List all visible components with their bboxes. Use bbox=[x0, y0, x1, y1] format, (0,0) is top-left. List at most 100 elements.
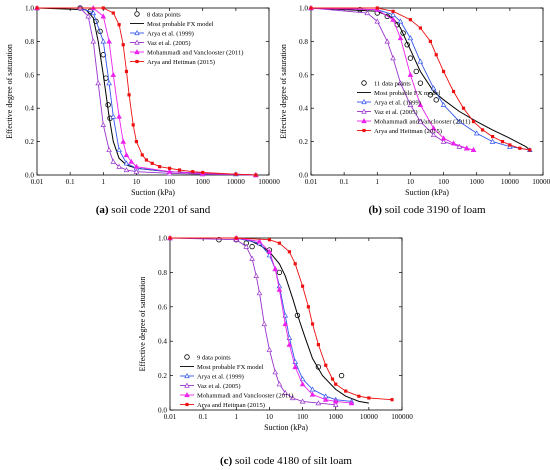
data-point bbox=[528, 148, 532, 152]
data-point bbox=[330, 377, 335, 381]
series-0 bbox=[357, 6, 439, 103]
series-2 bbox=[167, 235, 355, 404]
data-point bbox=[417, 101, 424, 107]
x-axis-label: Suction (kPa) bbox=[264, 423, 308, 432]
y-tick-label: 0.0 bbox=[25, 172, 34, 180]
plot-frame bbox=[310, 7, 544, 176]
data-point bbox=[100, 121, 107, 128]
data-point bbox=[100, 13, 107, 19]
data-point bbox=[276, 269, 283, 276]
y-tick-label: 0.4 bbox=[158, 338, 167, 346]
data-point bbox=[390, 16, 396, 22]
legend-marker bbox=[361, 99, 367, 105]
data-point bbox=[35, 6, 39, 10]
data-point bbox=[277, 241, 282, 245]
legend-entry: 9 data points bbox=[197, 354, 231, 361]
data-point bbox=[116, 163, 122, 169]
series-4 bbox=[308, 5, 477, 153]
data-point bbox=[276, 286, 283, 292]
data-point bbox=[106, 147, 112, 153]
legend-marker bbox=[184, 382, 190, 388]
x-tick-label: 10000 bbox=[501, 178, 519, 186]
data-point bbox=[166, 168, 173, 174]
data-point bbox=[300, 284, 305, 288]
series-0 bbox=[216, 237, 345, 379]
data-point bbox=[456, 118, 463, 124]
data-point bbox=[470, 147, 477, 153]
data-point bbox=[234, 236, 238, 240]
data-point bbox=[489, 138, 496, 144]
x-tick-label: 100000 bbox=[391, 413, 413, 421]
data-point bbox=[490, 134, 495, 139]
data-point bbox=[309, 386, 316, 392]
y-tick-label: 0.4 bbox=[299, 105, 308, 113]
data-point bbox=[430, 125, 437, 131]
x-tick-label: 100 bbox=[297, 413, 308, 421]
caption-text: soil code 3190 of loam bbox=[382, 204, 486, 216]
y-tick-label: 0.6 bbox=[158, 303, 167, 311]
data-point bbox=[253, 272, 260, 278]
caption-letter: (a) bbox=[96, 204, 109, 216]
y-tick-label: 1.0 bbox=[158, 235, 167, 243]
plot-frame bbox=[169, 237, 403, 411]
data-point bbox=[286, 341, 293, 347]
data-point bbox=[150, 161, 154, 165]
data-point bbox=[397, 18, 404, 24]
legend-marker bbox=[134, 39, 140, 45]
x-tick-label: 1 bbox=[101, 178, 105, 186]
data-point bbox=[334, 382, 338, 386]
data-point bbox=[249, 255, 255, 261]
x-tick-label: 0.01 bbox=[164, 413, 177, 421]
legend-entry: Arya et al. (1999) bbox=[374, 99, 421, 106]
legend-marker bbox=[134, 11, 140, 17]
data-point bbox=[116, 147, 122, 153]
data-point bbox=[128, 158, 135, 164]
data-point bbox=[316, 343, 320, 347]
x-tick-label: 0.1 bbox=[66, 178, 75, 186]
series-5 bbox=[168, 236, 394, 402]
data-point bbox=[256, 290, 263, 296]
data-point bbox=[121, 43, 125, 47]
chart-panel-1: 0.01 0.1 1 10 100 1000 10000 100000 0.0 0.2 0.4 0.6… bbox=[5, 5, 280, 217]
legend-marker bbox=[362, 128, 366, 133]
legend-entry: 11 data points bbox=[374, 80, 411, 87]
series-3 bbox=[167, 235, 339, 407]
y-tick-label: 0.8 bbox=[158, 269, 167, 277]
data-point bbox=[134, 140, 139, 144]
data-point bbox=[430, 131, 437, 138]
data-point bbox=[177, 168, 182, 172]
y-axis-label: Effective degree of saturation bbox=[5, 44, 14, 139]
legend: 11 data points Most probable FX model Arya… bbox=[357, 80, 471, 135]
x-tick-label: 10 bbox=[407, 178, 415, 186]
data-point bbox=[127, 93, 131, 97]
data-point bbox=[157, 165, 162, 169]
caption-letter: (c) bbox=[220, 455, 233, 467]
data-point bbox=[289, 395, 296, 401]
data-point bbox=[144, 158, 149, 162]
series-1 bbox=[170, 237, 369, 404]
data-point bbox=[133, 168, 140, 174]
y-tick-label: 0.6 bbox=[299, 71, 308, 79]
data-point bbox=[332, 401, 339, 407]
data-point bbox=[315, 400, 322, 406]
x-axis-label: Suction (kPa) bbox=[131, 188, 175, 197]
data-point bbox=[408, 18, 413, 22]
data-point bbox=[324, 363, 328, 367]
x-tick-label: 0.1 bbox=[340, 178, 349, 186]
x-tick-label: 1 bbox=[375, 178, 379, 186]
panel-caption: (a) soil code 2201 of sand bbox=[96, 204, 211, 216]
data-point bbox=[272, 266, 279, 272]
data-point bbox=[299, 376, 306, 382]
data-point bbox=[201, 170, 205, 175]
x-tick-label: 1000 bbox=[196, 178, 211, 186]
data-point bbox=[293, 262, 297, 266]
x-tick-label: 100000 bbox=[258, 178, 280, 186]
data-point bbox=[397, 80, 404, 86]
x-tick-label: 1 bbox=[234, 413, 238, 421]
data-point bbox=[85, 13, 91, 19]
legend-marker bbox=[361, 118, 367, 124]
data-point bbox=[441, 69, 446, 74]
panel-caption: (c) soil code 4180 of silt loam bbox=[220, 455, 352, 467]
data-point bbox=[309, 391, 316, 397]
